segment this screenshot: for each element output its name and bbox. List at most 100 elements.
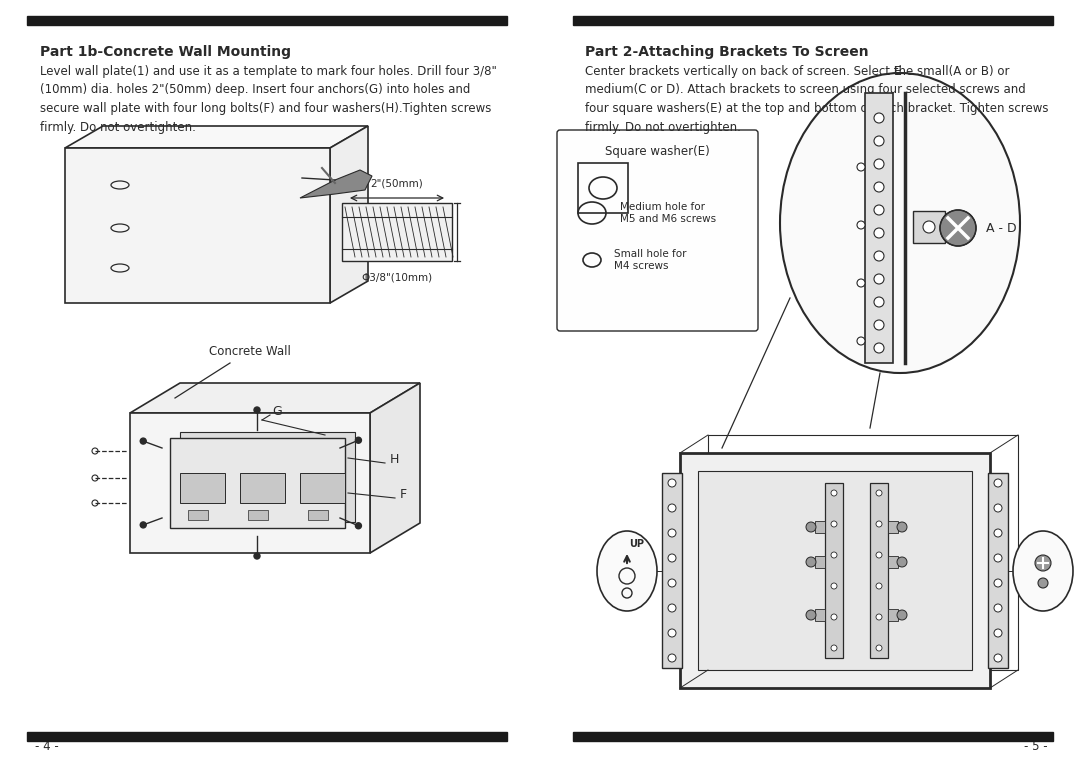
Circle shape: [874, 274, 885, 284]
Circle shape: [806, 557, 816, 567]
Text: - 5 -: - 5 -: [1024, 741, 1048, 754]
Circle shape: [940, 210, 976, 246]
Text: Concrete Wall: Concrete Wall: [210, 345, 291, 358]
Bar: [578, 163, 627, 213]
Circle shape: [669, 479, 676, 487]
Circle shape: [874, 343, 885, 353]
Ellipse shape: [1013, 531, 1074, 611]
Bar: [248, 510, 268, 520]
Text: Part 1b-Concrete Wall Mounting: Part 1b-Concrete Wall Mounting: [40, 45, 291, 59]
Circle shape: [876, 552, 882, 558]
Circle shape: [831, 614, 837, 620]
Ellipse shape: [780, 73, 1020, 373]
Bar: [342, 203, 453, 261]
Bar: [300, 473, 345, 503]
Circle shape: [994, 654, 1002, 662]
Text: UP: UP: [629, 539, 644, 549]
Circle shape: [858, 163, 865, 171]
Bar: [662, 473, 681, 668]
Circle shape: [831, 521, 837, 527]
Circle shape: [994, 479, 1002, 487]
Bar: [308, 510, 328, 520]
Circle shape: [669, 654, 676, 662]
Text: G: G: [272, 405, 282, 418]
Circle shape: [874, 113, 885, 123]
Bar: [698, 471, 972, 670]
Bar: [825, 483, 843, 658]
Bar: [27, 16, 507, 25]
Text: Part 2-Attaching Brackets To Screen: Part 2-Attaching Brackets To Screen: [585, 45, 868, 59]
Circle shape: [254, 407, 260, 413]
Circle shape: [897, 557, 907, 567]
Polygon shape: [65, 126, 368, 148]
Circle shape: [876, 521, 882, 527]
FancyBboxPatch shape: [557, 130, 758, 331]
Bar: [888, 556, 897, 568]
Circle shape: [858, 279, 865, 287]
Circle shape: [831, 645, 837, 651]
Circle shape: [669, 529, 676, 537]
Circle shape: [923, 221, 935, 233]
Bar: [180, 473, 225, 503]
Circle shape: [831, 552, 837, 558]
Bar: [888, 521, 897, 533]
Bar: [240, 473, 285, 503]
Ellipse shape: [597, 531, 657, 611]
Circle shape: [1038, 578, 1048, 588]
Text: H: H: [390, 453, 400, 466]
Text: - 4 -: - 4 -: [35, 741, 58, 754]
Circle shape: [994, 629, 1002, 637]
Bar: [170, 438, 345, 528]
Circle shape: [874, 205, 885, 215]
Circle shape: [876, 614, 882, 620]
Circle shape: [876, 490, 882, 496]
Circle shape: [806, 610, 816, 620]
Text: Level wall plate(1) and use it as a template to mark four holes. Drill four 3/8": Level wall plate(1) and use it as a temp…: [40, 65, 497, 134]
Polygon shape: [330, 126, 368, 303]
Circle shape: [355, 523, 362, 529]
Text: 2"(50mm): 2"(50mm): [370, 179, 423, 189]
Circle shape: [858, 337, 865, 345]
Circle shape: [994, 529, 1002, 537]
Bar: [870, 483, 888, 658]
Bar: [888, 609, 897, 621]
Circle shape: [874, 159, 885, 169]
Text: F: F: [400, 488, 407, 501]
Circle shape: [874, 320, 885, 330]
Circle shape: [994, 554, 1002, 562]
Bar: [708, 435, 1018, 670]
Circle shape: [140, 522, 146, 528]
Polygon shape: [130, 383, 420, 413]
Circle shape: [994, 604, 1002, 612]
Bar: [573, 16, 1053, 25]
Text: E: E: [894, 65, 902, 78]
Polygon shape: [370, 383, 420, 553]
Bar: [188, 510, 208, 520]
Circle shape: [831, 490, 837, 496]
Circle shape: [669, 554, 676, 562]
Circle shape: [876, 583, 882, 589]
Circle shape: [669, 629, 676, 637]
Circle shape: [874, 251, 885, 261]
Circle shape: [874, 136, 885, 146]
Bar: [865, 93, 893, 363]
Circle shape: [994, 579, 1002, 587]
Circle shape: [874, 228, 885, 238]
Text: Φ3/8"(10mm): Φ3/8"(10mm): [362, 273, 433, 283]
Circle shape: [669, 504, 676, 512]
Bar: [180, 432, 355, 522]
Text: Medium hole for
M5 and M6 screws: Medium hole for M5 and M6 screws: [620, 202, 716, 224]
Bar: [815, 556, 825, 568]
Bar: [27, 732, 507, 741]
Polygon shape: [300, 170, 372, 198]
Circle shape: [254, 553, 260, 559]
Bar: [815, 521, 825, 533]
Circle shape: [874, 182, 885, 192]
Circle shape: [669, 579, 676, 587]
Text: Small hole for
M4 screws: Small hole for M4 screws: [615, 250, 687, 271]
Circle shape: [140, 438, 146, 444]
Circle shape: [897, 522, 907, 532]
Circle shape: [876, 645, 882, 651]
Circle shape: [669, 604, 676, 612]
Circle shape: [858, 221, 865, 229]
